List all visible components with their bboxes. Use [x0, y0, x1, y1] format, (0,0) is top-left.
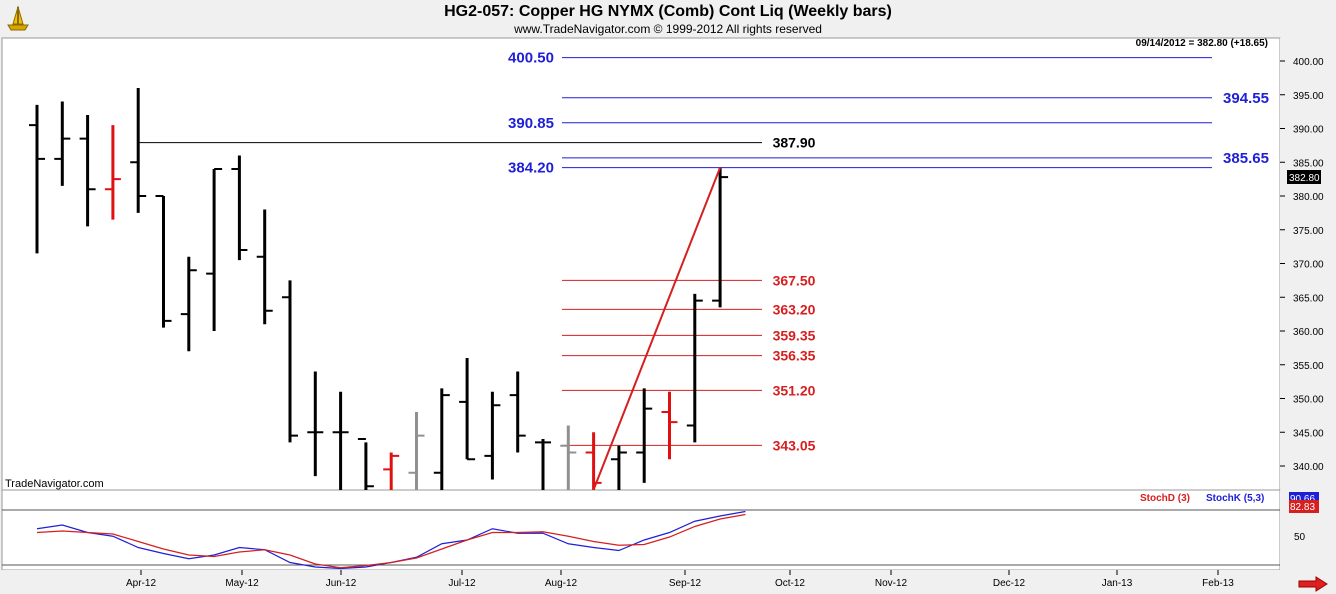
- level-label: 400.50: [508, 50, 554, 67]
- stochd-value-tag: [1289, 500, 1319, 513]
- time-axis-tick-label: May-12: [225, 578, 259, 589]
- time-axis-tick-label: Sep-12: [669, 578, 702, 589]
- ohlc-bar: [206, 168, 223, 331]
- ohlc-bar: [332, 391, 349, 490]
- ohlc-bar: [459, 358, 476, 461]
- level-label: 363.20: [773, 301, 816, 317]
- price-axis-tick-label: 345.00: [1293, 428, 1324, 439]
- level-label: 387.90: [773, 135, 816, 151]
- ohlc-bar: [433, 388, 450, 490]
- ohlc-bar: [383, 452, 400, 490]
- ohlc-bar: [29, 104, 45, 254]
- right-arrow-icon[interactable]: [1298, 576, 1328, 592]
- stochd-value: 82.83: [1290, 502, 1315, 513]
- trade-navigator-logo-icon: [7, 5, 29, 31]
- ohlc-bar: [282, 280, 298, 443]
- price-axis-tick-label: 385.00: [1293, 158, 1324, 169]
- ohlc-bar: [155, 195, 172, 328]
- time-axis-tick-label: Nov-12: [875, 578, 908, 589]
- ohlc-bar: [54, 101, 71, 186]
- price-axis-tick-label: 375.00: [1293, 226, 1324, 237]
- price-axis-tick-label: 400.00: [1293, 57, 1324, 68]
- price-axis-tick-label: 360.00: [1293, 327, 1324, 338]
- time-axis-tick-label: Aug-12: [545, 578, 578, 589]
- last-price-tag: [1287, 170, 1321, 184]
- price-axis-tick-label: 355.00: [1293, 361, 1324, 372]
- time-axis-tick-label: Feb-13: [1202, 578, 1234, 589]
- price-axis-tick-label: 395.00: [1293, 91, 1324, 102]
- ohlc-bar: [509, 371, 526, 453]
- level-label: 359.35: [773, 327, 816, 343]
- watermark-text: TradeNavigator.com: [5, 478, 104, 490]
- ohlc-bar: [661, 391, 678, 460]
- ohlc-bar: [535, 439, 551, 490]
- level-label: 351.20: [773, 382, 816, 398]
- price-axis-tick-label: 390.00: [1293, 125, 1324, 136]
- time-axis-tick-label: Jun-12: [326, 578, 357, 589]
- price-axis-tick-label: 340.00: [1293, 462, 1324, 473]
- ohlc-bar: [560, 425, 577, 490]
- copyright-text: www.TradeNavigator.com © 1999-2012 All r…: [514, 22, 822, 36]
- trend-line: [592, 167, 722, 490]
- level-label: 367.50: [773, 272, 816, 288]
- stochd-legend: StochD (3): [1140, 493, 1190, 504]
- level-label: 390.85: [508, 115, 554, 132]
- ohlc-bar: [712, 167, 729, 308]
- ohlc-bar: [484, 391, 501, 480]
- ohlc-bar: [357, 438, 374, 490]
- ohlc-bar: [79, 115, 96, 227]
- ohlc-bar: [585, 432, 602, 490]
- time-axis: [0, 570, 1336, 594]
- price-axis-tick-label: 365.00: [1293, 293, 1324, 304]
- price-axis-tick-label: 380.00: [1293, 192, 1324, 203]
- ohlc-bar: [610, 445, 627, 490]
- last-price-value: 382.80: [1289, 173, 1320, 184]
- ohlc-bar: [256, 209, 273, 325]
- price-axis-tick-label: 370.00: [1293, 260, 1324, 271]
- stoch-axis-tick-50: 50: [1294, 532, 1306, 543]
- chart-header: HG2-057: Copper HG NYMX (Comb) Cont Liq …: [0, 0, 1336, 38]
- last-quote-text: 09/14/2012 = 382.80 (+18.65): [1136, 38, 1268, 49]
- time-axis-tick-label: Jul-12: [448, 578, 476, 589]
- chart-title: HG2-057: Copper HG NYMX (Comb) Cont Liq …: [444, 3, 892, 20]
- time-axis-tick-label: Dec-12: [993, 578, 1026, 589]
- level-label: 356.35: [773, 348, 816, 364]
- ohlc-bar: [686, 293, 703, 443]
- stochd-line: [36, 513, 746, 569]
- time-axis-tick-label: Oct-12: [775, 578, 805, 589]
- stochk-legend: StochK (5,3): [1206, 493, 1264, 504]
- ohlc-bar: [130, 88, 147, 213]
- level-label: 384.20: [508, 160, 554, 177]
- stochk-value: 90.66: [1290, 494, 1315, 505]
- price-panel[interactable]: [1, 37, 1281, 491]
- ohlc-bar: [231, 155, 248, 261]
- price-axis-tick-label: 350.00: [1293, 395, 1324, 406]
- ohlc-bar: [408, 412, 425, 490]
- ohlc-bar: [180, 256, 197, 352]
- level-label: 343.05: [773, 437, 816, 453]
- price-axis: [1280, 38, 1336, 490]
- ohlc-bar: [104, 125, 121, 220]
- time-axis-tick-label: Jan-13: [1102, 578, 1133, 589]
- ohlc-bar: [636, 388, 653, 483]
- level-label: 394.55: [1223, 90, 1269, 107]
- time-axis-tick-label: Apr-12: [126, 578, 156, 589]
- ohlc-bar: [307, 371, 324, 477]
- level-label: 385.65: [1223, 150, 1269, 167]
